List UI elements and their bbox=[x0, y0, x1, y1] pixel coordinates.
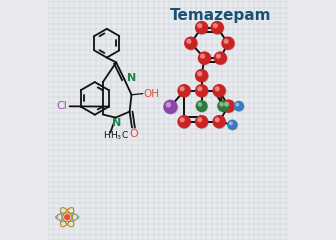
Circle shape bbox=[60, 220, 63, 222]
Circle shape bbox=[178, 116, 192, 129]
Circle shape bbox=[199, 52, 212, 66]
Circle shape bbox=[196, 70, 209, 83]
Circle shape bbox=[71, 212, 74, 215]
Circle shape bbox=[198, 102, 202, 107]
Circle shape bbox=[196, 85, 209, 98]
Circle shape bbox=[184, 36, 198, 50]
Circle shape bbox=[234, 101, 244, 111]
Circle shape bbox=[222, 100, 236, 114]
Circle shape bbox=[213, 116, 226, 129]
Circle shape bbox=[223, 39, 229, 44]
Circle shape bbox=[219, 102, 224, 107]
Circle shape bbox=[163, 100, 178, 114]
Circle shape bbox=[218, 101, 230, 113]
Circle shape bbox=[217, 100, 229, 112]
Text: O: O bbox=[129, 129, 138, 139]
Circle shape bbox=[234, 101, 245, 112]
Circle shape bbox=[221, 36, 235, 50]
Circle shape bbox=[77, 216, 79, 219]
Circle shape bbox=[198, 51, 211, 65]
Circle shape bbox=[216, 54, 221, 59]
Circle shape bbox=[196, 101, 208, 113]
Circle shape bbox=[195, 69, 208, 82]
Circle shape bbox=[180, 86, 185, 91]
Circle shape bbox=[235, 102, 239, 107]
Text: OH: OH bbox=[143, 89, 160, 99]
Circle shape bbox=[197, 71, 202, 76]
Circle shape bbox=[195, 21, 208, 34]
Text: Cl: Cl bbox=[57, 101, 68, 111]
Circle shape bbox=[60, 212, 63, 215]
Circle shape bbox=[197, 86, 202, 91]
Circle shape bbox=[213, 85, 226, 98]
Text: N: N bbox=[127, 73, 136, 84]
Circle shape bbox=[227, 120, 238, 131]
Circle shape bbox=[197, 23, 202, 28]
Circle shape bbox=[224, 102, 229, 107]
Circle shape bbox=[166, 102, 171, 108]
Circle shape bbox=[195, 84, 208, 97]
Circle shape bbox=[197, 117, 202, 122]
Circle shape bbox=[215, 117, 220, 122]
Circle shape bbox=[185, 37, 198, 51]
Circle shape bbox=[222, 37, 236, 51]
Circle shape bbox=[164, 100, 178, 115]
Circle shape bbox=[196, 100, 208, 112]
Circle shape bbox=[200, 54, 205, 59]
Circle shape bbox=[71, 220, 74, 222]
Circle shape bbox=[177, 115, 191, 128]
Circle shape bbox=[222, 99, 235, 113]
Circle shape bbox=[227, 120, 238, 130]
Text: $\mathregular{H_3C}$: $\mathregular{H_3C}$ bbox=[110, 129, 129, 142]
Circle shape bbox=[196, 116, 209, 129]
Circle shape bbox=[55, 216, 58, 219]
Circle shape bbox=[213, 23, 218, 28]
Circle shape bbox=[195, 115, 208, 128]
Text: H: H bbox=[103, 131, 110, 140]
Circle shape bbox=[214, 52, 228, 66]
Circle shape bbox=[186, 39, 192, 44]
Circle shape bbox=[177, 84, 191, 97]
Circle shape bbox=[214, 51, 227, 65]
Text: Temazepam: Temazepam bbox=[170, 8, 271, 24]
Circle shape bbox=[64, 214, 70, 220]
Circle shape bbox=[180, 117, 185, 122]
Circle shape bbox=[196, 22, 209, 35]
Circle shape bbox=[178, 85, 192, 98]
Circle shape bbox=[212, 84, 226, 97]
Text: N: N bbox=[112, 118, 121, 128]
Circle shape bbox=[210, 21, 224, 34]
Circle shape bbox=[215, 86, 220, 91]
Circle shape bbox=[229, 121, 233, 125]
Circle shape bbox=[211, 22, 224, 35]
Circle shape bbox=[212, 115, 226, 128]
